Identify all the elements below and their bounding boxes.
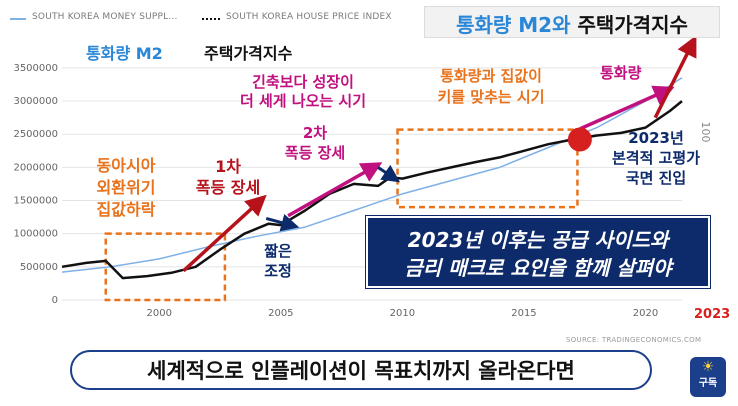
hpi-2023-arrow [653, 35, 697, 119]
lightbulb-icon: ☀ [701, 359, 715, 375]
annot-2023-line1: 2023년 [628, 129, 684, 147]
annot-money: 통화량 [600, 64, 642, 82]
subscribe-label: 구독 [698, 378, 718, 389]
crossover-dot [567, 127, 592, 152]
annot-growth-line1: 긴축보다 성장이 [252, 73, 354, 91]
y-tick-label: 500000 [20, 262, 58, 273]
x-tick-label: 2010 [390, 308, 415, 319]
annot-asia-line3: 집값하락 [96, 200, 156, 219]
annot-surge1-line2: 폭등 장세 [195, 178, 261, 197]
annot-match-line1: 통화량과 집값이 [440, 67, 542, 85]
y-tick-label: 3000000 [13, 96, 58, 107]
adjust-arrow-2 [377, 164, 401, 183]
navy-callout-box: 2023년 이후는 공급 사이드와 금리 매크로 요인을 함께 살펴야 [366, 216, 710, 288]
title-part2: 주택가격지수 [577, 13, 688, 37]
annot-asia-line1: 동아시아 [96, 156, 156, 175]
annot-short-line2: 조정 [264, 262, 292, 280]
legend-hpi-swatch [202, 18, 220, 20]
x-tick-label: 2015 [511, 308, 536, 319]
y-tick-label: 0 [52, 295, 58, 306]
x-tick-label: 2005 [268, 308, 293, 319]
subscribe-badge[interactable]: ☀ 구독 [690, 357, 726, 397]
label-m2: 통화량 M2 [86, 44, 163, 63]
annot-surge2: 2차 폭등 장세 [265, 123, 365, 163]
annot-growth-line2: 더 세게 나오는 시기 [239, 92, 367, 110]
annot-match-line2: 키를 맞추는 시기 [437, 88, 545, 106]
annot-2023-line2: 본격적 고평가 [611, 149, 701, 167]
y-tick-label: 1000000 [13, 229, 58, 240]
money-arrow [579, 85, 675, 131]
annot-growth: 긴축보다 성장이 더 세게 나오는 시기 [228, 73, 378, 111]
year-2023-label: 2023 [694, 307, 731, 322]
y-tick-label: 3500000 [13, 63, 58, 74]
bottom-banner: 세계적으로 인플레이션이 목표치까지 올라온다면 [70, 350, 652, 390]
x-tick-label: 2000 [147, 308, 172, 319]
y-tick-label: 2000000 [13, 162, 58, 173]
y-right-tick-label: 100 [699, 122, 712, 143]
surge1-arrow [182, 194, 267, 273]
m2-series-line [61, 77, 683, 273]
annot-short-line1: 짧은 [264, 242, 292, 260]
legend-hpi-label: SOUTH KOREA HOUSE PRICE INDEX [226, 12, 392, 22]
y-tick-label: 1500000 [13, 196, 58, 207]
annot-match: 통화량과 집값이 키를 맞추는 시기 [416, 66, 566, 108]
legend: SOUTH KOREA MONEY SUPPL... SOUTH KOREA H… [6, 12, 446, 26]
short-adjust-arrow [265, 214, 300, 232]
surge2-arrow [287, 162, 383, 218]
match-highlight-box [396, 128, 579, 209]
x-tick-label: 2020 [633, 308, 658, 319]
y-tick-label: 2500000 [13, 129, 58, 140]
crisis-highlight-box [104, 232, 227, 302]
annot-asia-crisis: 동아시아 외환위기 집값하락 [76, 155, 176, 221]
label-hpi: 주택가격지수 [204, 44, 293, 63]
source-text: SOURCE: TRADINGECONOMICS.COM [566, 336, 702, 344]
annot-surge1-line1: 1차 [215, 157, 241, 176]
navy-line1: 2023년 이후는 공급 사이드와 [407, 228, 669, 252]
annot-2023: 2023년 본격적 고평가 국면 진입 [596, 128, 716, 188]
navy-line2: 금리 매크로 요인을 함께 살펴야 [404, 256, 672, 280]
legend-m2-label: SOUTH KOREA MONEY SUPPL... [32, 12, 178, 22]
annot-2023-line3: 국면 진입 [625, 169, 687, 187]
annot-surge2-line2: 폭등 장세 [284, 144, 346, 162]
annot-short-adj: 짧은 조정 [248, 241, 308, 281]
annot-surge1: 1차 폭등 장세 [178, 156, 278, 198]
title-part1: 통화량 M2와 [456, 13, 571, 37]
annot-surge2-line1: 2차 [302, 124, 328, 142]
annot-asia-line2: 외환위기 [96, 178, 156, 197]
legend-m2-swatch [10, 18, 26, 20]
title-box: 통화량 M2와 주택가격지수 [424, 6, 720, 38]
